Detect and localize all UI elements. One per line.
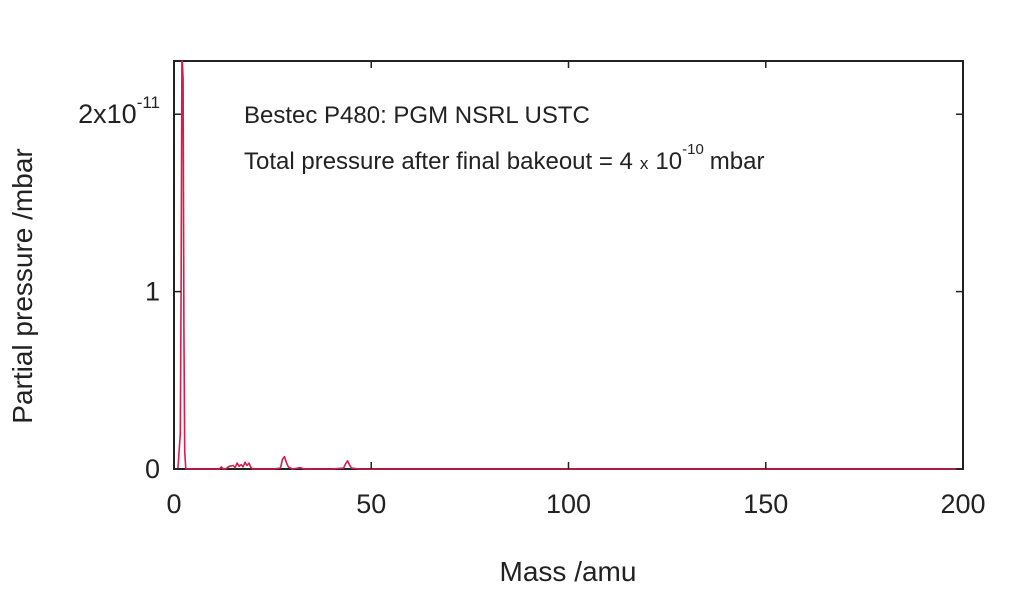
annotation-line-1: Bestec P480: PGM NSRL USTC — [244, 102, 590, 129]
y-tick-label-base: 0 — [145, 454, 160, 484]
x-tick-label: 50 — [356, 489, 386, 519]
x-axis-label: Mass /amu — [500, 556, 637, 587]
series-line-0 — [174, 60, 963, 470]
annotation-base: 10 — [655, 148, 682, 175]
y-axis-label: Partial pressure /mbar — [7, 148, 38, 423]
annotation-line-2-pre: Total pressure after final bakeout = 4 — [244, 148, 633, 175]
x-tick-label: 0 — [166, 489, 181, 519]
annotation-unit: mbar — [710, 148, 765, 175]
y-tick-label-base: 2x10 — [78, 99, 137, 129]
y-tick-label: 1 — [145, 277, 160, 307]
y-tick-label: 2x10-11 — [78, 93, 160, 129]
x-tick-label: 200 — [940, 489, 985, 519]
x-tick-label: 100 — [546, 489, 591, 519]
x-tick-label: 150 — [743, 489, 788, 519]
y-tick-label-base: 1 — [145, 277, 160, 307]
plot-area — [173, 60, 964, 470]
annotation-exponent: -10 — [682, 141, 704, 158]
y-tick-label-exponent: -11 — [137, 93, 160, 112]
y-tick-label: 0 — [145, 454, 160, 484]
annotation-times-sign: x — [640, 154, 649, 173]
